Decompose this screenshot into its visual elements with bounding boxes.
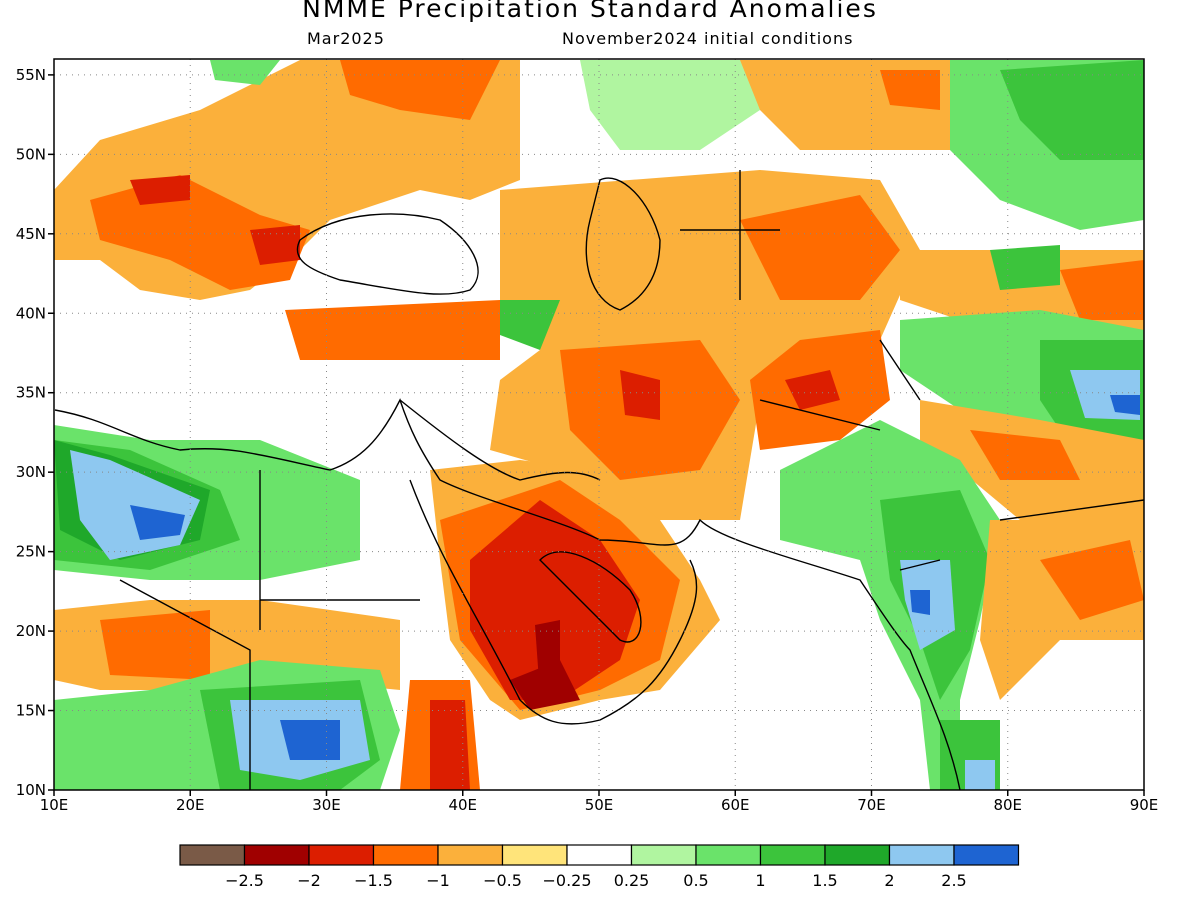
colorbar-swatch: [759, 844, 826, 866]
lat-tick-label: 30N: [16, 463, 46, 481]
colorbar-label: 1.5: [812, 871, 837, 890]
init-conditions: November2024 initial conditions: [562, 29, 854, 48]
lat-tick-label: 10N: [16, 781, 46, 799]
lat-tick-label: 25N: [16, 543, 46, 561]
colorbar-swatch: [308, 844, 375, 866]
lon-tick-label: 60E: [721, 796, 750, 814]
colorbar-swatch: [695, 844, 762, 866]
colorbar-label: −0.5: [483, 871, 522, 890]
lat-tick-label: 35N: [16, 384, 46, 402]
colorbar-label: −2.5: [225, 871, 264, 890]
axis-ticks: 10E 20E 30E 40E 50E 60E 70E 80E 90E 10N 15N 20N 25N 3…: [16, 66, 1159, 814]
colorbar-label: −1.5: [354, 871, 393, 890]
lon-tick-label: 90E: [1130, 796, 1159, 814]
colorbar-swatch: [437, 844, 504, 866]
lat-tick-label: 15N: [16, 702, 46, 720]
colorbar-label: 0.5: [683, 871, 708, 890]
lon-tick-label: 70E: [857, 796, 886, 814]
lat-tick-label: 50N: [16, 145, 46, 163]
colorbar-label: 2: [884, 871, 894, 890]
colorbar-label: −0.25: [542, 871, 591, 890]
lon-tick-label: 40E: [448, 796, 477, 814]
colorbar-label: 2.5: [941, 871, 966, 890]
lon-tick-label: 20E: [176, 796, 205, 814]
colorbar-swatch: [372, 844, 439, 866]
colorbar: −2.5 −2 −1.5 −1 −0.5 −0.25 0.25 0.5 1 1.5 2 2.5: [179, 844, 1020, 890]
lat-tick-label: 20N: [16, 622, 46, 640]
coastlines-and-borders: [54, 170, 1144, 790]
colorbar-swatch: [243, 844, 310, 866]
lon-tick-label: 50E: [585, 796, 614, 814]
valid-month: Mar2025: [307, 29, 385, 48]
colorbar-swatch: [501, 844, 568, 866]
colorbar-label: −1: [426, 871, 450, 890]
lat-tick-label: 45N: [16, 225, 46, 243]
lat-tick-label: 40N: [16, 304, 46, 322]
lon-tick-label: 10E: [40, 796, 69, 814]
colorbar-swatch: [888, 844, 955, 866]
colorbar-label: 0.25: [614, 871, 650, 890]
lon-tick-label: 30E: [312, 796, 341, 814]
colorbar-swatch: [824, 844, 891, 866]
map-title: NMME Precipitation Standard Anomalies: [302, 0, 878, 23]
colorbar-label: 1: [755, 871, 765, 890]
colorbar-swatch: [566, 844, 633, 866]
colorbar-swatch: [179, 844, 246, 866]
colorbar-swatch: [630, 844, 697, 866]
anomaly-shading: [54, 60, 1144, 790]
colorbar-label: −2: [297, 871, 321, 890]
colorbar-swatch: [953, 844, 1020, 866]
lat-tick-label: 55N: [16, 66, 46, 84]
lon-tick-label: 80E: [993, 796, 1022, 814]
